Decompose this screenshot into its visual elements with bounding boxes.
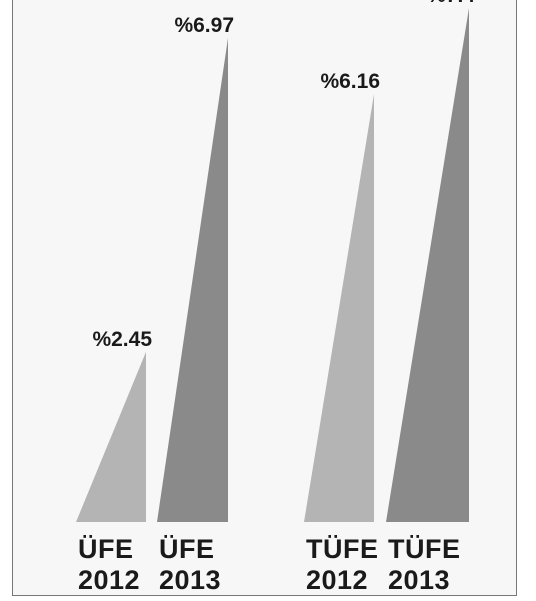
category-label-ufe-2012-line-2: 2012 — [78, 565, 140, 595]
category-label-ufe-2013-line-2: 2013 — [159, 565, 221, 595]
category-label-tufe-2013-line-2: 2013 — [388, 565, 450, 595]
bar-ufe-2012 — [76, 351, 146, 522]
bar-ufe-2013 — [157, 37, 228, 523]
category-label-tufe-2013-line-1: TÜFE — [388, 534, 461, 564]
value-labels-group: %2.45 %6.97 %6.16 %7.4 — [92, 0, 475, 351]
category-label-tufe-2012-line-1: TÜFE — [306, 534, 379, 564]
category-label-tufe-2012-line-2: 2012 — [306, 565, 368, 595]
value-label-tufe-2013: %7.4 — [427, 0, 475, 7]
bars-group — [76, 8, 469, 523]
category-label-ufe-2013-line-1: ÜFE — [159, 534, 215, 564]
value-label-tufe-2012: %6.16 — [320, 70, 380, 93]
category-label-ufe-2012-line-1: ÜFE — [78, 534, 134, 564]
value-label-ufe-2013: %6.97 — [174, 14, 234, 37]
bar-tufe-2012 — [304, 94, 374, 522]
value-label-ufe-2012: %2.45 — [92, 328, 152, 351]
bar-tufe-2013 — [386, 8, 469, 522]
